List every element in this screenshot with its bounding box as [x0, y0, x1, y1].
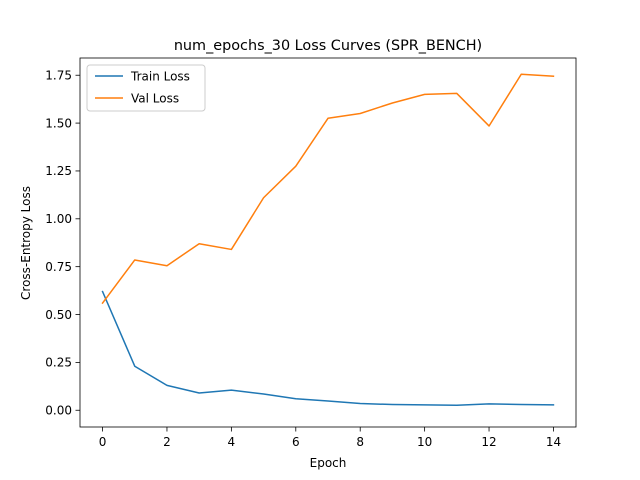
y-axis-label: Cross-Entropy Loss	[19, 186, 33, 300]
y-tick-label: 0.00	[45, 404, 72, 418]
chart-title: num_epochs_30 Loss Curves (SPR_BENCH)	[174, 38, 482, 54]
legend: Train Loss Val Loss	[86, 64, 206, 112]
val-loss-legend-label: Val Loss	[131, 92, 179, 106]
y-tick-label: 1.25	[45, 164, 72, 178]
y-tick-label: 1.50	[45, 116, 72, 130]
y-tick-label: 0.75	[45, 260, 72, 274]
x-tick-label: 14	[546, 435, 561, 449]
x-axis-ticks: 0 2 4 6 8 10 12 14	[99, 427, 561, 449]
y-tick-label: 0.50	[45, 308, 72, 322]
x-axis-label: Epoch	[310, 456, 347, 470]
x-tick-label: 0	[99, 435, 107, 449]
x-tick-label: 8	[356, 435, 364, 449]
y-tick-label: 1.75	[45, 69, 72, 83]
y-tick-label: 0.25	[45, 356, 72, 370]
x-tick-label: 12	[481, 435, 496, 449]
x-tick-label: 6	[292, 435, 300, 449]
val-loss-line	[101, 73, 555, 305]
series-lines	[101, 73, 555, 407]
x-tick-label: 4	[228, 435, 236, 449]
train-loss-legend-label: Train Loss	[130, 70, 190, 84]
x-tick-label: 2	[163, 435, 171, 449]
y-tick-label: 1.00	[45, 212, 72, 226]
x-tick-label: 10	[417, 435, 432, 449]
plot-frame	[79, 57, 577, 428]
y-axis-ticks: 0.00 0.25 0.50 0.75 1.00 1.25 1.50 1.75	[45, 69, 80, 418]
train-loss-line	[101, 290, 555, 407]
